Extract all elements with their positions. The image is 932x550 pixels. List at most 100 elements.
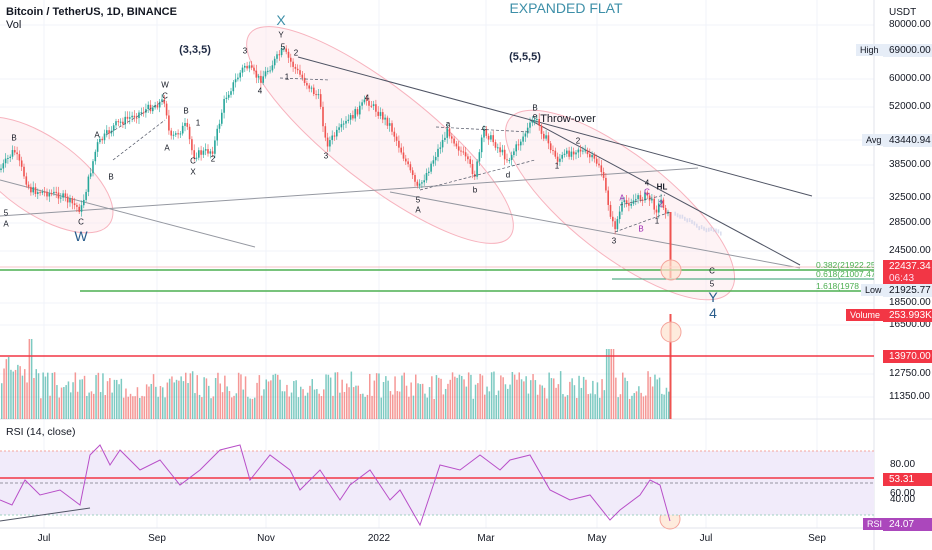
volume-bar <box>619 394 622 419</box>
rsi-legend[interactable]: RSI (14, close) <box>6 426 76 438</box>
candle-body <box>552 150 554 152</box>
candle-body <box>506 159 508 161</box>
volume-bar <box>513 374 516 419</box>
candle-body <box>646 192 649 196</box>
candle-body <box>409 164 412 171</box>
sub-wave-label: C <box>644 187 650 197</box>
candle-body <box>152 107 154 112</box>
volume-bar <box>497 390 500 419</box>
candle-body <box>303 77 306 83</box>
candle-body <box>658 203 660 213</box>
volume-bar <box>242 389 244 419</box>
candle-body <box>497 147 499 149</box>
volume-legend[interactable]: Vol <box>6 19 22 31</box>
wave-label: e <box>532 111 538 121</box>
wave-label: b <box>472 185 478 195</box>
volume-bar <box>633 393 635 419</box>
candle-body <box>260 75 262 83</box>
candle-body <box>612 216 614 222</box>
candle-body <box>402 152 405 159</box>
candle-body <box>0 168 2 170</box>
volume-bar <box>5 359 8 419</box>
wave-label: 5 <box>709 279 715 289</box>
volume-bar <box>109 378 111 419</box>
candle-body <box>336 129 338 137</box>
wave-label: 1 <box>195 118 201 128</box>
volume-bar <box>185 372 187 419</box>
candle-body <box>623 200 626 203</box>
candle-body <box>455 143 458 147</box>
volume-bar <box>548 372 550 419</box>
volume-bar <box>249 398 251 419</box>
candle-body <box>609 204 612 217</box>
volume-bar <box>557 384 560 419</box>
volume-bar <box>385 376 387 419</box>
volume-bar <box>93 393 95 419</box>
candle-body <box>342 123 345 125</box>
candle-body <box>246 65 248 69</box>
candle-body <box>57 192 60 199</box>
volume-bar <box>297 397 300 419</box>
symbol-title[interactable]: Bitcoin / TetherUS, 1D, BINANCE <box>6 6 177 18</box>
candle-body <box>23 166 25 177</box>
candle-body <box>324 126 327 138</box>
volume-bar <box>323 389 325 419</box>
wave-label: 3 <box>242 46 248 56</box>
volume-bar <box>658 377 661 419</box>
candle-body <box>549 143 552 151</box>
volume-bar <box>247 396 249 419</box>
wave-label: 4 <box>364 93 370 103</box>
candle-body <box>407 161 409 165</box>
candle-body <box>414 175 416 182</box>
volume-bar <box>371 395 373 419</box>
candle-body <box>248 65 251 69</box>
candle-body <box>572 151 575 155</box>
volume-bar <box>530 380 532 419</box>
candle-body <box>239 72 241 78</box>
volume-bar <box>136 387 139 419</box>
candle-body <box>448 128 451 137</box>
candle-body <box>359 105 361 115</box>
volume-bar <box>389 391 392 419</box>
candle-body <box>145 109 147 113</box>
time-tick-label: Jul <box>37 533 51 544</box>
volume-bar <box>622 372 624 419</box>
sub-wave-label: B <box>638 224 644 234</box>
candle-body <box>250 65 253 68</box>
candle-body <box>628 202 630 206</box>
candle-body <box>391 123 393 132</box>
throw-over-label: Throw-over <box>540 113 596 125</box>
volume-bar <box>638 386 640 419</box>
candle-body <box>625 200 628 203</box>
volume-bar <box>74 372 77 419</box>
volume-bar <box>477 383 479 419</box>
candle-body <box>379 112 382 116</box>
candle-body <box>308 85 310 89</box>
candle-body <box>306 82 308 86</box>
candle-body <box>653 198 655 210</box>
candle-body <box>273 58 276 66</box>
volume-bar <box>244 376 247 419</box>
candle-body <box>637 195 639 200</box>
volume-bar <box>408 396 410 419</box>
structure-right-label: (5,5,5) <box>509 51 541 63</box>
candle-body <box>202 150 205 155</box>
candle-body <box>382 112 384 120</box>
candle-body <box>568 150 570 157</box>
candle-body <box>225 97 228 100</box>
projection-candle <box>693 221 696 226</box>
volume-bar <box>95 375 97 419</box>
candle-body <box>234 79 237 83</box>
candle-body <box>326 137 329 147</box>
volume-bar <box>546 398 548 419</box>
candle-body <box>267 70 269 72</box>
candle-body <box>639 195 642 200</box>
volume-bar <box>63 387 65 419</box>
candle-body <box>372 104 375 107</box>
projection-candle <box>705 228 708 233</box>
candle-body <box>559 158 561 162</box>
candle-body <box>462 151 465 153</box>
candle-body <box>547 135 550 144</box>
volume-bar <box>83 375 86 419</box>
